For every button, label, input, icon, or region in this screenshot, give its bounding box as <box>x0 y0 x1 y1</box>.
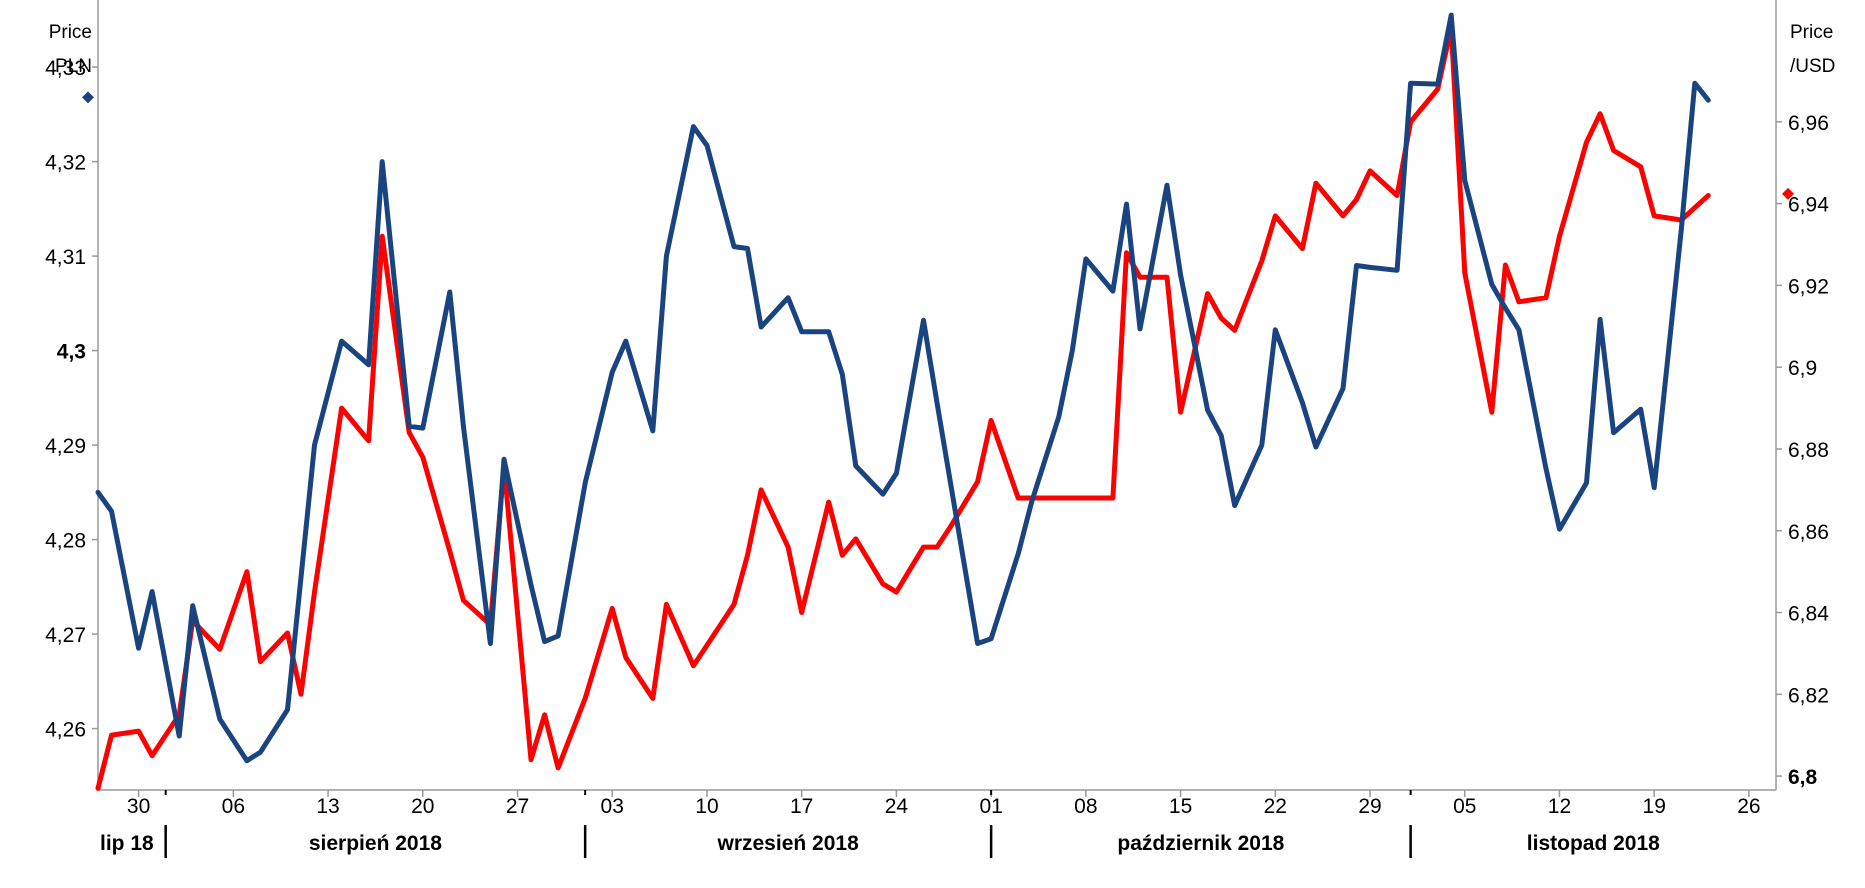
x-tick-label: 03 <box>601 795 624 818</box>
x-tick-label: 17 <box>790 795 813 818</box>
right-axis-title-line: Price <box>1790 22 1833 43</box>
left-last-value-marker <box>82 91 94 104</box>
series-lines <box>95 12 1711 791</box>
right-axis-title: Price/USD <box>1790 22 1835 77</box>
x-tick-label: 26 <box>1737 795 1760 818</box>
x-tick-label: 15 <box>1169 795 1192 818</box>
right-tick-label: 6,88 <box>1788 439 1829 462</box>
left-tick-label: 4,32 <box>45 152 86 175</box>
right-axis-title-line: /USD <box>1790 56 1835 77</box>
right-tick-label: 6,9 <box>1788 357 1817 380</box>
right-tick-label: 6,82 <box>1788 684 1829 707</box>
x-tick-label: 10 <box>695 795 718 818</box>
x-tick-label: 01 <box>979 795 1002 818</box>
left-tick-label: 4,31 <box>45 246 86 269</box>
left-tick-label: 4,27 <box>45 624 86 647</box>
left-tick-label: 4,26 <box>45 719 86 742</box>
x-tick-label: 30 <box>127 795 150 818</box>
month-label: sierpień 2018 <box>309 832 442 855</box>
right-axis-ticks: 6,8 6,82 6,84 6,86 6,88 6,9 6,92 6,94 6,96 <box>1776 112 1829 789</box>
month-label: listopad 2018 <box>1527 832 1660 855</box>
left-axis-title-line: Price <box>49 22 92 43</box>
left-tick-label: 4,28 <box>45 530 86 553</box>
pln-series-line <box>95 12 1711 764</box>
right-last-value-marker <box>1782 187 1794 200</box>
right-tick-label: 6,94 <box>1788 194 1829 217</box>
right-tick-label: 6,96 <box>1788 112 1829 135</box>
left-axis-ticks: 4,26 4,27 4,28 4,29 4,3 4,31 4,32 4,33 <box>45 57 98 742</box>
x-axis-months: lip 18 sierpień 2018 wrzesień 2018 paździer… <box>100 790 1660 858</box>
x-tick-label: 13 <box>316 795 339 818</box>
right-tick-label: 6,8 <box>1788 766 1818 789</box>
chart-frame <box>97 0 1777 791</box>
usd-series-line <box>95 25 1711 791</box>
right-tick-label: 6,92 <box>1788 275 1829 298</box>
left-tick-label: 4,29 <box>45 435 86 458</box>
x-tick-label: 22 <box>1264 795 1287 818</box>
left-axis-title: Price PLN <box>49 22 92 77</box>
right-tick-label: 6,86 <box>1788 521 1829 544</box>
month-label: wrzesień 2018 <box>717 832 860 855</box>
x-tick-label: 19 <box>1643 795 1666 818</box>
x-tick-label: 20 <box>411 795 434 818</box>
x-tick-label: 08 <box>1074 795 1097 818</box>
x-tick-label: 29 <box>1358 795 1381 818</box>
last-value-markers <box>82 91 1794 200</box>
left-axis-title-line: PLN <box>55 56 92 77</box>
left-tick-label: 4,33 <box>45 57 86 80</box>
left-tick-label: 4,3 <box>57 341 86 364</box>
x-tick-label: 06 <box>222 795 245 818</box>
x-tick-label: 12 <box>1548 795 1571 818</box>
month-label: lip 18 <box>100 832 154 855</box>
x-axis-day-ticks: 30 06 13 20 27 03 10 17 24 01 08 15 22 29 05 12 19 26 <box>127 790 1761 818</box>
month-label: październik 2018 <box>1117 832 1284 855</box>
x-tick-label: 24 <box>885 795 909 818</box>
x-tick-label: 27 <box>506 795 529 818</box>
right-tick-label: 6,84 <box>1788 603 1829 626</box>
x-tick-label: 05 <box>1453 795 1476 818</box>
